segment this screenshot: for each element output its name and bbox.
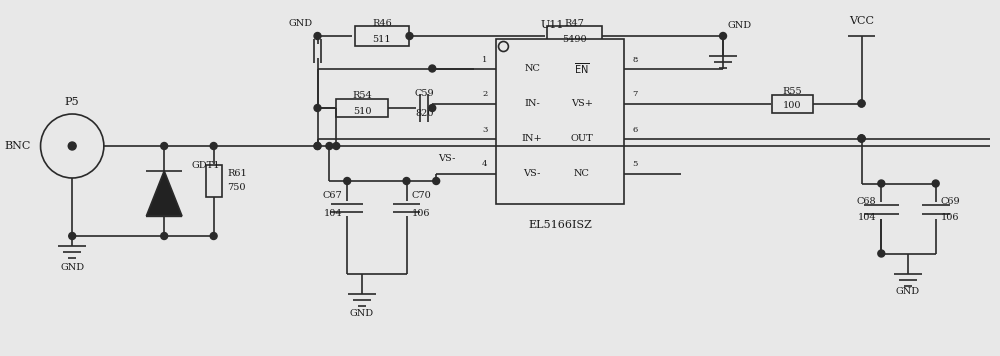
Text: 5490: 5490 <box>562 35 587 43</box>
Circle shape <box>858 100 865 107</box>
Text: VS-: VS- <box>523 169 541 178</box>
Circle shape <box>858 100 865 107</box>
Text: GND: GND <box>728 21 752 31</box>
Text: GND: GND <box>896 287 920 296</box>
Circle shape <box>403 178 410 184</box>
Text: GND: GND <box>350 309 374 319</box>
Bar <box>355 26 409 46</box>
Circle shape <box>406 32 413 40</box>
Text: VCC: VCC <box>849 16 874 26</box>
Text: IN-: IN- <box>524 99 540 108</box>
Circle shape <box>858 135 865 142</box>
Circle shape <box>68 142 76 150</box>
Text: C70: C70 <box>411 192 431 200</box>
Circle shape <box>333 142 340 150</box>
Text: 104: 104 <box>858 213 876 222</box>
Circle shape <box>314 32 321 40</box>
Text: 3: 3 <box>482 126 487 134</box>
Text: 820: 820 <box>415 109 434 117</box>
Circle shape <box>314 142 321 150</box>
Polygon shape <box>146 171 182 216</box>
Text: 100: 100 <box>783 101 802 110</box>
Text: IN+: IN+ <box>522 134 543 143</box>
Text: R61: R61 <box>227 169 247 178</box>
Bar <box>336 99 388 117</box>
Circle shape <box>429 105 436 111</box>
Text: 750: 750 <box>227 183 246 193</box>
Bar <box>206 165 222 197</box>
Circle shape <box>314 142 321 150</box>
Text: VS+: VS+ <box>571 99 593 108</box>
Circle shape <box>344 178 351 184</box>
Bar <box>496 38 624 204</box>
Text: 511: 511 <box>372 35 391 43</box>
Circle shape <box>433 178 440 184</box>
Text: GND: GND <box>60 263 84 272</box>
Text: P5: P5 <box>65 97 80 107</box>
Bar <box>547 26 602 46</box>
Text: 8: 8 <box>632 56 638 63</box>
Text: VS-: VS- <box>438 154 456 163</box>
Text: 5: 5 <box>632 161 638 168</box>
Text: EL5166ISZ: EL5166ISZ <box>528 220 592 230</box>
Text: BNC: BNC <box>4 141 31 151</box>
Text: R54: R54 <box>352 90 372 99</box>
Circle shape <box>314 105 321 111</box>
Text: 104: 104 <box>324 209 342 218</box>
Text: R47: R47 <box>565 20 585 28</box>
Text: U11: U11 <box>540 20 564 30</box>
Circle shape <box>858 135 865 142</box>
Text: R46: R46 <box>372 20 392 28</box>
Text: 106: 106 <box>411 209 430 218</box>
Text: NC: NC <box>524 64 540 73</box>
Circle shape <box>69 232 76 240</box>
Circle shape <box>858 135 865 142</box>
Circle shape <box>41 114 104 178</box>
Bar <box>772 94 813 112</box>
Circle shape <box>210 142 217 150</box>
Text: R55: R55 <box>782 87 802 96</box>
Text: 106: 106 <box>941 213 959 222</box>
Text: $\overline{\rm EN}$: $\overline{\rm EN}$ <box>574 61 589 76</box>
Text: C59: C59 <box>415 89 434 98</box>
Circle shape <box>878 180 885 187</box>
Circle shape <box>932 180 939 187</box>
Text: C67: C67 <box>322 192 342 200</box>
Circle shape <box>161 142 168 150</box>
Text: 2: 2 <box>482 90 487 99</box>
Circle shape <box>326 142 333 150</box>
Text: C69: C69 <box>941 197 960 206</box>
Circle shape <box>429 65 436 72</box>
Circle shape <box>499 42 508 52</box>
Text: 1: 1 <box>482 56 487 63</box>
Text: GDT1: GDT1 <box>192 162 220 171</box>
Circle shape <box>161 232 168 240</box>
Text: OUT: OUT <box>570 134 593 143</box>
Text: GND: GND <box>288 20 313 28</box>
Circle shape <box>210 232 217 240</box>
Text: 510: 510 <box>353 106 371 115</box>
Text: NC: NC <box>574 169 590 178</box>
Text: C68: C68 <box>857 197 876 206</box>
Circle shape <box>720 32 727 40</box>
Text: 6: 6 <box>632 126 638 134</box>
Text: 7: 7 <box>632 90 638 99</box>
Circle shape <box>878 250 885 257</box>
Text: 4: 4 <box>482 161 487 168</box>
